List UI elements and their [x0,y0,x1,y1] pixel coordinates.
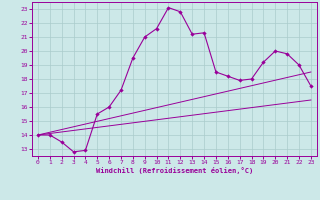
X-axis label: Windchill (Refroidissement éolien,°C): Windchill (Refroidissement éolien,°C) [96,167,253,174]
